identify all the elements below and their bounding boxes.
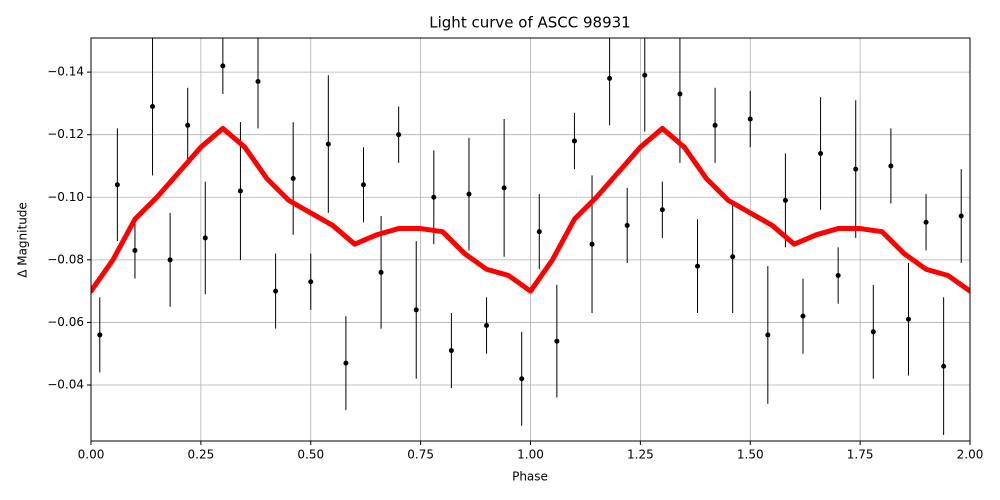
chart-title: Light curve of ASCC 98931 — [429, 14, 630, 32]
axes: 0.00 0.25 0.50 0.75 1.00 1.25 1.50 1.75 2.00 −0.0… — [47, 65, 983, 462]
y-tick-label: −0.06 — [47, 315, 84, 329]
y-tick-label: −0.14 — [47, 65, 84, 79]
data-point — [378, 269, 384, 275]
data-point — [923, 219, 929, 225]
data-point — [712, 122, 718, 128]
data-point — [835, 272, 841, 278]
data-point — [888, 163, 894, 169]
data-point — [941, 363, 947, 369]
data-point — [150, 104, 156, 110]
data-point — [607, 75, 613, 81]
data-point — [132, 247, 138, 253]
data-point — [818, 150, 824, 156]
data-point — [255, 78, 261, 84]
data-point — [237, 188, 243, 194]
x-tick-label: 0.50 — [297, 448, 324, 462]
data-point — [325, 141, 331, 147]
plot-area — [91, 38, 970, 436]
data-point — [782, 197, 788, 203]
x-axis-label: Phase — [512, 470, 548, 484]
data-point — [519, 376, 525, 382]
data-point — [642, 72, 648, 78]
data-point — [220, 63, 226, 69]
y-axis-label: Δ Magnitude — [16, 202, 30, 278]
data-point — [448, 348, 454, 354]
y-tick-label: −0.10 — [47, 190, 84, 204]
data-point — [747, 116, 753, 122]
y-tick-label: −0.08 — [47, 252, 84, 266]
trend-line — [91, 125, 970, 294]
data-point — [343, 360, 349, 366]
data-point — [360, 182, 366, 188]
data-point — [97, 332, 103, 338]
x-tick-label: 1.50 — [737, 448, 764, 462]
x-tick-label: 0.75 — [407, 448, 434, 462]
x-tick-label: 2.00 — [957, 448, 984, 462]
grid — [90, 38, 971, 441]
data-point — [677, 91, 683, 97]
data-point — [501, 185, 507, 191]
data-point — [413, 307, 419, 313]
data-point — [290, 175, 296, 181]
data-point — [870, 329, 876, 335]
x-tick-label: 0.25 — [188, 448, 215, 462]
data-point — [536, 229, 542, 235]
data-point — [396, 132, 402, 138]
data-point — [853, 166, 859, 172]
x-tick-label: 1.75 — [847, 448, 874, 462]
data-point — [308, 279, 314, 285]
data-point — [466, 191, 472, 197]
data-point — [431, 194, 437, 200]
data-point — [624, 222, 630, 228]
data-point — [114, 182, 120, 188]
data-point — [695, 263, 701, 269]
y-tick-label: −0.12 — [47, 127, 84, 141]
x-tick-label: 1.00 — [517, 448, 544, 462]
data-point — [185, 122, 191, 128]
x-tick-label: 1.25 — [627, 448, 654, 462]
x-tick-label: 0.00 — [78, 448, 105, 462]
data-point — [730, 254, 736, 260]
data-point — [484, 323, 490, 329]
data-point — [589, 241, 595, 247]
data-point — [958, 213, 964, 219]
data-point — [659, 207, 665, 213]
y-tick-label: −0.04 — [47, 377, 84, 391]
data-point — [905, 316, 911, 322]
data-point — [202, 235, 208, 241]
data-point — [571, 138, 577, 144]
data-point — [800, 313, 806, 319]
data-point — [554, 338, 560, 344]
data-point — [167, 257, 173, 263]
data-point — [273, 288, 279, 294]
data-point — [765, 332, 771, 338]
